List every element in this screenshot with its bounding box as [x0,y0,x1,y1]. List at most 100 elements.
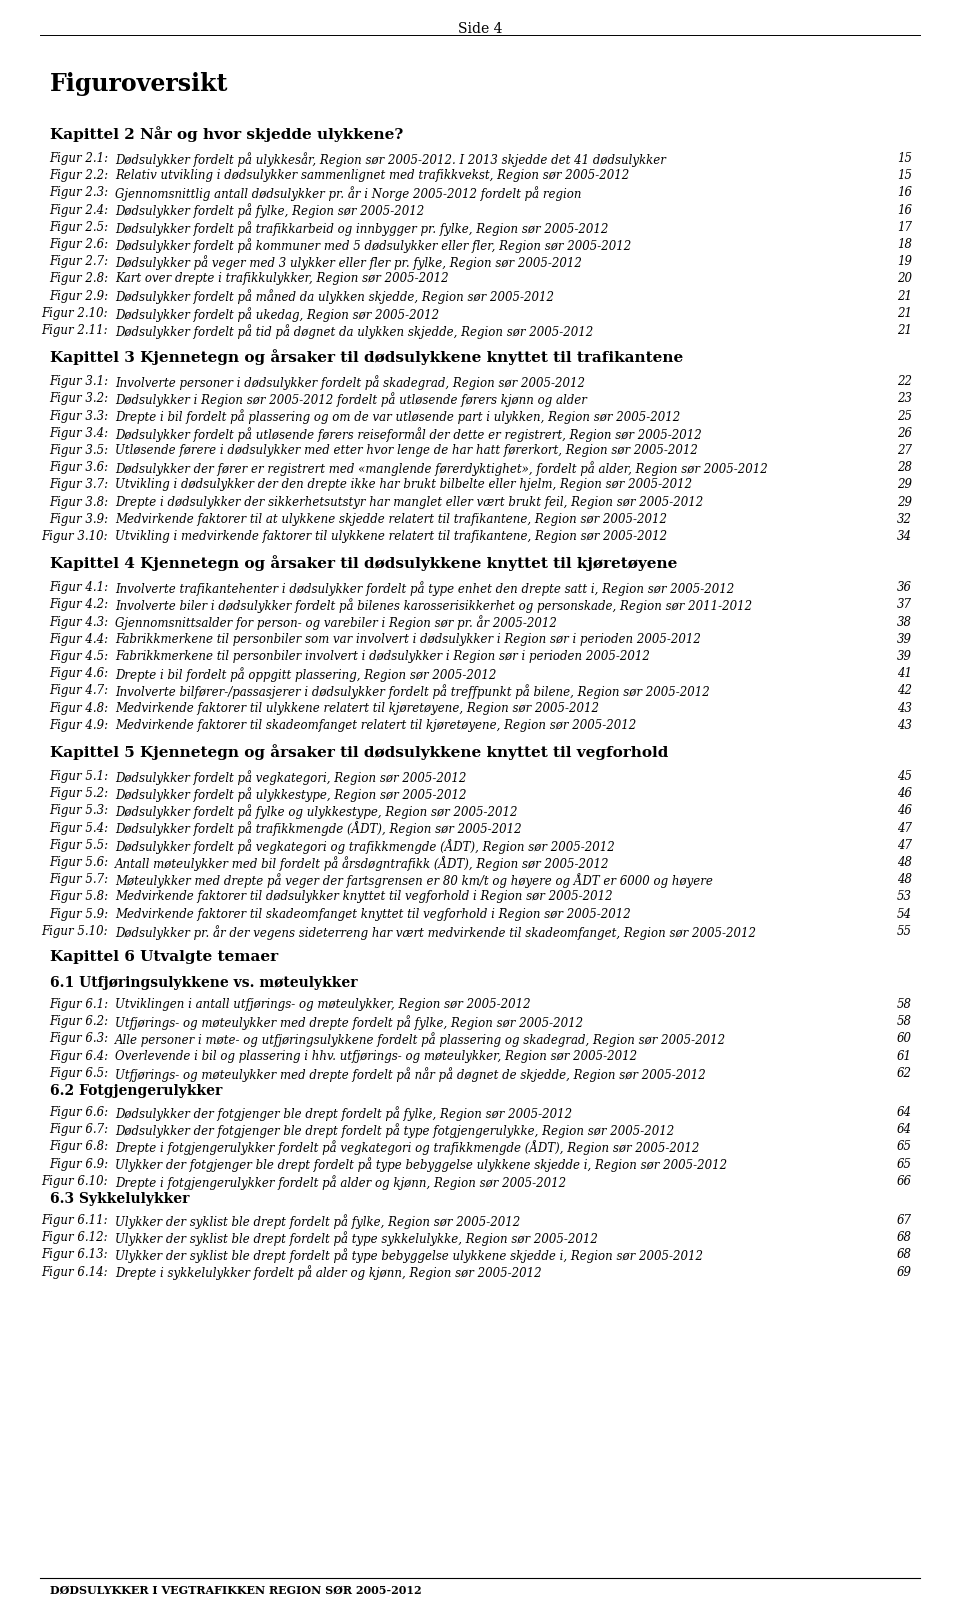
Text: Kapittel 3 Kjennetegn og årsaker til dødsulykkene knyttet til trafikantene: Kapittel 3 Kjennetegn og årsaker til død… [50,349,684,365]
Text: Figur 5.10:: Figur 5.10: [41,924,108,937]
Text: Figur 2.3:: Figur 2.3: [49,186,108,199]
Text: Dødsulykker fordelt på kommuner med 5 dødsulykker eller fler, Region sør 2005-20: Dødsulykker fordelt på kommuner med 5 dø… [115,238,632,252]
Text: Figur 4.6:: Figur 4.6: [49,667,108,680]
Text: Dødsulykker der fotgjenger ble drept fordelt på type fotgjengerulykke, Region sø: Dødsulykker der fotgjenger ble drept for… [115,1123,674,1138]
Text: Figur 2.7:: Figur 2.7: [49,255,108,268]
Text: 6.2 Fotgjengerulykker: 6.2 Fotgjengerulykker [50,1084,223,1097]
Text: DØDSULYKKER I VEGTRAFIKKEN REGION SØR 2005-2012: DØDSULYKKER I VEGTRAFIKKEN REGION SØR 20… [50,1585,421,1597]
Text: Figur 3.2:: Figur 3.2: [49,393,108,406]
Text: Ulykker der syklist ble drept fordelt på fylke, Region sør 2005-2012: Ulykker der syklist ble drept fordelt på… [115,1214,520,1228]
Text: Figur 4.5:: Figur 4.5: [49,650,108,663]
Text: Figur 3.8:: Figur 3.8: [49,496,108,509]
Text: Utviklingen i antall utfjørings- og møteulykker, Region sør 2005-2012: Utviklingen i antall utfjørings- og møte… [115,999,531,1012]
Text: Alle personer i møte- og utfjøringsulykkene fordelt på plassering og skadegrad, : Alle personer i møte- og utfjøringsulykk… [115,1033,726,1047]
Text: Utfjørings- og møteulykker med drepte fordelt på fylke, Region sør 2005-2012: Utfjørings- og møteulykker med drepte fo… [115,1015,583,1029]
Text: Figur 2.6:: Figur 2.6: [49,238,108,250]
Text: Figur 3.4:: Figur 3.4: [49,427,108,440]
Text: 54: 54 [897,908,912,921]
Text: 22: 22 [897,375,912,388]
Text: Dødsulykker fordelt på vegkategori og trafikkmengde (ÅDT), Region sør 2005-2012: Dødsulykker fordelt på vegkategori og tr… [115,839,614,853]
Text: Figur 6.14:: Figur 6.14: [41,1265,108,1278]
Text: 23: 23 [897,393,912,406]
Text: Drepte i fotgjengerulykker fordelt på alder og kjønn, Region sør 2005-2012: Drepte i fotgjengerulykker fordelt på al… [115,1175,566,1189]
Text: Dødsulykker på veger med 3 ulykker eller fler pr. fylke, Region sør 2005-2012: Dødsulykker på veger med 3 ulykker eller… [115,255,582,270]
Text: Dødsulykker fordelt på tid på døgnet da ulykken skjedde, Region sør 2005-2012: Dødsulykker fordelt på tid på døgnet da … [115,323,593,339]
Text: 67: 67 [897,1214,912,1227]
Text: Gjennomsnittlig antall dødsulykker pr. år i Norge 2005-2012 fordelt på region: Gjennomsnittlig antall dødsulykker pr. å… [115,186,582,202]
Text: Dødsulykker fordelt på utløsende førers reiseformål der dette er registrert, Reg: Dødsulykker fordelt på utløsende førers … [115,427,702,441]
Text: 37: 37 [897,598,912,611]
Text: Utløsende førere i dødsulykker med etter hvor lenge de har hatt førerkort, Regio: Utløsende førere i dødsulykker med etter… [115,444,698,457]
Text: Figur 6.13:: Figur 6.13: [41,1249,108,1262]
Text: 20: 20 [897,273,912,286]
Text: Figur 3.10:: Figur 3.10: [41,530,108,543]
Text: Figur 6.4:: Figur 6.4: [49,1050,108,1063]
Text: 29: 29 [897,496,912,509]
Text: Figur 5.2:: Figur 5.2: [49,787,108,800]
Text: 66: 66 [897,1175,912,1188]
Text: 17: 17 [897,221,912,234]
Text: Figur 6.12:: Figur 6.12: [41,1231,108,1244]
Text: Figur 2.8:: Figur 2.8: [49,273,108,286]
Text: Figur 3.5:: Figur 3.5: [49,444,108,457]
Text: 21: 21 [897,307,912,320]
Text: Figur 4.9:: Figur 4.9: [49,719,108,732]
Text: 18: 18 [897,238,912,250]
Text: Dødsulykker i Region sør 2005-2012 fordelt på utløsende førers kjønn og alder: Dødsulykker i Region sør 2005-2012 forde… [115,393,587,407]
Text: Drepte i bil fordelt på plassering og om de var utløsende part i ulykken, Region: Drepte i bil fordelt på plassering og om… [115,409,681,425]
Text: Medvirkende faktorer til skadeomfanget relatert til kjøretøyene, Region sør 2005: Medvirkende faktorer til skadeomfanget r… [115,719,636,732]
Text: Utfjørings- og møteulykker med drepte fordelt på når på døgnet de skjedde, Regio: Utfjørings- og møteulykker med drepte fo… [115,1067,706,1081]
Text: 32: 32 [897,512,912,525]
Text: Dødsulykker fordelt på fylke og ulykkestype, Region sør 2005-2012: Dødsulykker fordelt på fylke og ulykkest… [115,805,517,819]
Text: Møteulykker med drepte på veger der fartsgrensen er 80 km/t og høyere og ÅDT er : Møteulykker med drepte på veger der fart… [115,873,713,889]
Text: 68: 68 [897,1231,912,1244]
Text: Kapittel 2 Når og hvor skjedde ulykkene?: Kapittel 2 Når og hvor skjedde ulykkene? [50,126,403,142]
Text: 65: 65 [897,1157,912,1170]
Text: Figur 2.1:: Figur 2.1: [49,152,108,165]
Text: Medvirkende faktorer til dødsulykker knyttet til vegforhold i Region sør 2005-20: Medvirkende faktorer til dødsulykker kny… [115,890,612,903]
Text: Figur 3.7:: Figur 3.7: [49,478,108,491]
Text: Figur 4.3:: Figur 4.3: [49,616,108,629]
Text: Dødsulykker fordelt på trafikkmengde (ÅDT), Region sør 2005-2012: Dødsulykker fordelt på trafikkmengde (ÅD… [115,821,521,837]
Text: 45: 45 [897,769,912,784]
Text: 43: 43 [897,719,912,732]
Text: Involverte personer i dødsulykker fordelt på skadegrad, Region sør 2005-2012: Involverte personer i dødsulykker fordel… [115,375,585,389]
Text: Figur 6.10:: Figur 6.10: [41,1175,108,1188]
Text: 48: 48 [897,856,912,869]
Text: Figur 2.2:: Figur 2.2: [49,170,108,183]
Text: Side 4: Side 4 [458,23,502,36]
Text: Involverte trafikantehenter i dødsulykker fordelt på type enhet den drepte satt : Involverte trafikantehenter i dødsulykke… [115,582,734,596]
Text: Antall møteulykker med bil fordelt på årsdøgntrafikk (ÅDT), Region sør 2005-2012: Antall møteulykker med bil fordelt på år… [115,856,610,871]
Text: Medvirkende faktorer til at ulykkene skjedde relatert til trafikantene, Region s: Medvirkende faktorer til at ulykkene skj… [115,512,667,525]
Text: Figur 4.8:: Figur 4.8: [49,701,108,714]
Text: Dødsulykker fordelt på ulykkestype, Region sør 2005-2012: Dødsulykker fordelt på ulykkestype, Regi… [115,787,467,802]
Text: Dødsulykker fordelt på vegkategori, Region sør 2005-2012: Dødsulykker fordelt på vegkategori, Regi… [115,769,467,785]
Text: 41: 41 [897,667,912,680]
Text: 21: 21 [897,323,912,338]
Text: 58: 58 [897,999,912,1012]
Text: Kapittel 4 Kjennetegn og årsaker til dødsulykkene knyttet til kjøretøyene: Kapittel 4 Kjennetegn og årsaker til død… [50,556,678,570]
Text: Figur 2.4:: Figur 2.4: [49,204,108,217]
Text: Dødsulykker fordelt på ulykkesår, Region sør 2005-2012. I 2013 skjedde det 41 dø: Dødsulykker fordelt på ulykkesår, Region… [115,152,666,166]
Text: 27: 27 [897,444,912,457]
Text: Figur 6.5:: Figur 6.5: [49,1067,108,1079]
Text: Dødsulykker fordelt på måned da ulykken skjedde, Region sør 2005-2012: Dødsulykker fordelt på måned da ulykken … [115,289,554,304]
Text: Fabrikkmerkene til personbiler involvert i dødsulykker i Region sør i perioden 2: Fabrikkmerkene til personbiler involvert… [115,650,650,663]
Text: Gjennomsnittsalder for person- og varebiler i Region sør pr. år 2005-2012: Gjennomsnittsalder for person- og varebi… [115,616,557,630]
Text: Figur 5.1:: Figur 5.1: [49,769,108,784]
Text: Figur 4.4:: Figur 4.4: [49,633,108,646]
Text: Figur 6.8:: Figur 6.8: [49,1141,108,1154]
Text: Figur 4.2:: Figur 4.2: [49,598,108,611]
Text: 64: 64 [897,1123,912,1136]
Text: 21: 21 [897,289,912,302]
Text: Kapittel 5 Kjennetegn og årsaker til dødsulykkene knyttet til vegforhold: Kapittel 5 Kjennetegn og årsaker til død… [50,743,668,760]
Text: Kapittel 6 Utvalgte temaer: Kapittel 6 Utvalgte temaer [50,950,278,965]
Text: 28: 28 [897,461,912,473]
Text: Ulykker der syklist ble drept fordelt på type sykkelulykke, Region sør 2005-2012: Ulykker der syklist ble drept fordelt på… [115,1231,598,1246]
Text: 15: 15 [897,152,912,165]
Text: Figur 4.1:: Figur 4.1: [49,582,108,595]
Text: Involverte biler i dødsulykker fordelt på bilenes karosserisikkerhet og personsk: Involverte biler i dødsulykker fordelt p… [115,598,752,614]
Text: Fabrikkmerkene til personbiler som var involvert i dødsulykker i Region sør i pe: Fabrikkmerkene til personbiler som var i… [115,633,701,646]
Text: Figur 4.7:: Figur 4.7: [49,685,108,698]
Text: 47: 47 [897,839,912,852]
